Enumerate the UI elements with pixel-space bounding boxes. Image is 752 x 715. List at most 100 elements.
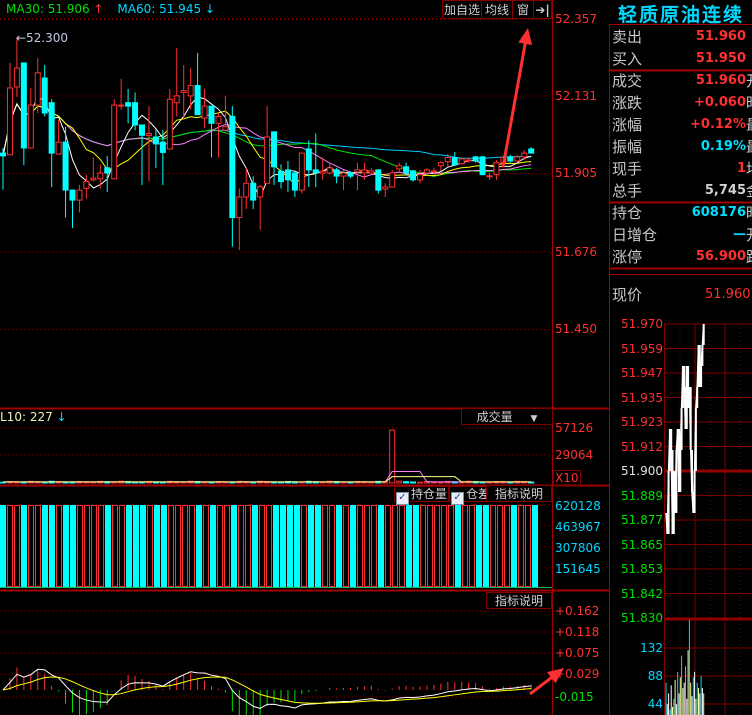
candle-up (458, 158, 465, 165)
candle-up (354, 169, 361, 173)
open-interest-bar (392, 505, 398, 587)
candle-up (319, 170, 326, 174)
volume-bar (389, 429, 396, 484)
candle-down (375, 169, 382, 191)
open-interest-bar (161, 505, 167, 587)
candle-up (236, 196, 243, 219)
open-interest-bar (406, 505, 412, 587)
quote-label: 振幅 (612, 138, 643, 156)
checkbox-checked-icon: ✓ (451, 492, 465, 505)
candle-down (284, 169, 291, 181)
candle-up (368, 170, 375, 174)
candle-down (250, 182, 257, 201)
candle-up (90, 177, 97, 181)
open-interest-bar (476, 505, 482, 587)
candle-up (298, 152, 305, 191)
open-interest-bar (448, 505, 454, 587)
volume-bar (278, 481, 284, 484)
candle-up (6, 87, 13, 156)
quote-row: 涨停 56.900跌 (612, 246, 752, 268)
quote-row: 总手 5,745金 (612, 180, 752, 202)
open-interest-bar (203, 505, 209, 587)
quote-value: 51.960 (695, 29, 746, 44)
quote-label: 总手 (612, 182, 643, 200)
open-interest-bar (350, 505, 356, 587)
candle-down (20, 62, 27, 149)
open-interest-bar (490, 505, 496, 587)
candle-up (340, 172, 347, 177)
open-interest-bar (280, 505, 286, 587)
candle-up (27, 104, 34, 149)
macd-help-button[interactable]: 指标说明 (486, 592, 552, 609)
candle-up (521, 152, 528, 158)
candle-up (361, 169, 368, 174)
oi-change-checkbox[interactable]: ✓ 仓差 (449, 486, 493, 505)
open-interest-bar (0, 505, 6, 587)
mini-volume-tick: 44 (647, 697, 663, 711)
candle-down (62, 141, 69, 191)
quote-label: 卖出 (612, 28, 643, 46)
candle-down (278, 170, 284, 183)
volume-bar (208, 481, 215, 484)
candle-down (125, 102, 132, 107)
open-interest-bar (21, 505, 27, 587)
candle-up (437, 162, 444, 167)
candle-down (403, 166, 410, 174)
quote-label: 涨停 (612, 248, 643, 266)
annotation-arrowhead-icon (547, 668, 564, 684)
mini-price-tick: 51.900 (621, 464, 663, 478)
oi-checkbox[interactable]: ✓ 持仓量 (394, 486, 450, 505)
oi-help-button[interactable]: 指标说明 (486, 485, 552, 502)
quote-label: 买入 (612, 50, 643, 68)
mini-price-tick: 51.947 (621, 366, 663, 380)
open-interest-bar (140, 505, 146, 587)
mini-volume-tick: 88 (647, 669, 663, 683)
open-interest-bar (371, 505, 377, 587)
window-button[interactable]: 窗 (512, 0, 534, 19)
open-interest-bar (469, 505, 475, 587)
open-interest-bar (133, 505, 139, 587)
open-interest-bar (119, 505, 125, 587)
oi-tick: 463967 (555, 520, 601, 534)
quote-value: — (733, 227, 746, 242)
candle-up (257, 186, 264, 198)
volume-indicator-select[interactable]: 成交量 ▼ (461, 408, 553, 425)
quote-value: 5,745 (704, 183, 746, 198)
mini-price-tick: 51.877 (621, 513, 663, 527)
volume-ma10-line (3, 476, 532, 483)
open-interest-bar (210, 505, 216, 587)
macd-tick: +0.162 (555, 604, 600, 618)
collapse-panel-button[interactable]: ➔| (533, 0, 552, 19)
price-tick: 51.450 (555, 322, 597, 336)
candle-up (430, 170, 437, 173)
quote-row: 日增仓 —开 (612, 224, 752, 246)
candle-down (69, 189, 76, 201)
candle-down (194, 85, 201, 116)
open-interest-bar (497, 505, 503, 587)
mini-price-tick: 51.970 (621, 317, 663, 331)
open-interest-bar (259, 505, 265, 587)
volume-bar (139, 481, 145, 484)
candle-up (166, 98, 173, 150)
open-interest-bar (182, 505, 188, 587)
volume-ma-value: L10: 227 (0, 410, 53, 424)
open-interest-bar (273, 505, 279, 587)
quote-value: 56.900 (695, 249, 746, 264)
quote-row: 卖出 51.960 (612, 26, 752, 48)
candle-up (486, 175, 493, 178)
quote-label: 日增仓 (612, 226, 658, 244)
open-interest-bar (175, 505, 181, 587)
open-interest-bar (364, 505, 370, 587)
quote-tail-label: 最 (746, 136, 752, 158)
ma-lines-button[interactable]: 均线 (481, 0, 513, 19)
current-price-label: 现价 (612, 286, 643, 304)
candle-down (472, 156, 479, 162)
volume-tick: 29064 (555, 448, 594, 462)
candle-down (291, 172, 298, 191)
candle-up (465, 159, 472, 162)
add-watchlist-button[interactable]: 加自选 (442, 0, 482, 19)
candle-down (528, 148, 535, 154)
quote-row: 持仓 608176昨 (612, 202, 752, 224)
open-interest-bar (224, 505, 230, 587)
